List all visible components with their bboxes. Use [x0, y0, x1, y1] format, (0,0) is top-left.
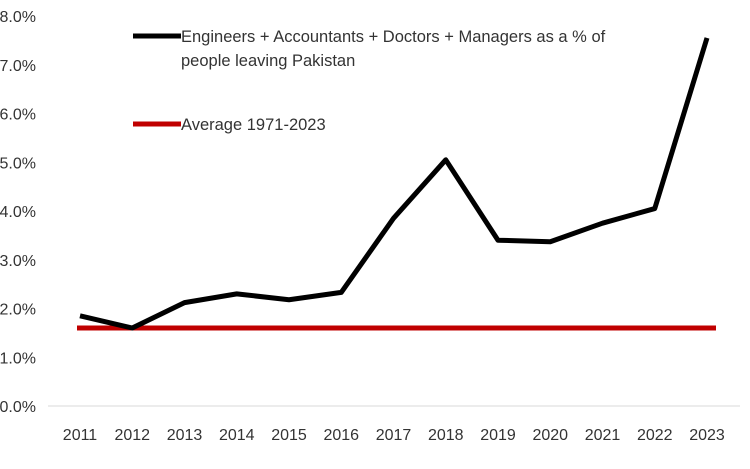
- y-tick-label: 4.0%: [0, 204, 36, 221]
- x-tick-label: 2015: [271, 427, 307, 444]
- legend-label-main-line1: Engineers + Accountants + Doctors + Mana…: [181, 28, 606, 46]
- x-tick-label: 2012: [114, 427, 150, 444]
- y-tick-label: 0.0%: [0, 399, 36, 416]
- legend-label-average: Average 1971-2023: [181, 116, 326, 134]
- series-lines: [77, 37, 716, 331]
- y-tick-label: 8.0%: [0, 9, 36, 26]
- x-tick-label: 2021: [585, 427, 621, 444]
- x-tick-label: 2018: [428, 427, 464, 444]
- y-tick-label: 7.0%: [0, 58, 36, 75]
- x-axis-ticks: 2011 2012 2013 2014 2015 2016 2017 2018 2019 2020…: [63, 427, 725, 444]
- y-tick-label: 5.0%: [0, 155, 36, 172]
- y-tick-label: 6.0%: [0, 107, 36, 124]
- x-tick-label: 2019: [480, 427, 516, 444]
- x-tick-label: 2013: [167, 427, 203, 444]
- x-tick-label: 2016: [323, 427, 359, 444]
- legend-label-main-line2: people leaving Pakistan: [181, 52, 355, 70]
- legend: Engineers + Accountants + Doctors + Mana…: [133, 28, 606, 134]
- series-line-professionals: [79, 37, 710, 331]
- x-tick-label: 2020: [532, 427, 568, 444]
- y-tick-label: 2.0%: [0, 302, 36, 319]
- y-axis-ticks: 0.0% 1.0% 2.0% 3.0% 4.0% 5.0% 6.0% 7.0% 8.0%: [0, 9, 36, 416]
- x-tick-label: 2014: [219, 427, 255, 444]
- x-tick-label: 2022: [637, 427, 673, 444]
- y-tick-label: 1.0%: [0, 350, 36, 367]
- y-tick-label: 3.0%: [0, 253, 36, 270]
- x-tick-label: 2011: [63, 427, 98, 444]
- x-tick-label: 2017: [376, 427, 412, 444]
- x-tick-label: 2023: [689, 427, 725, 444]
